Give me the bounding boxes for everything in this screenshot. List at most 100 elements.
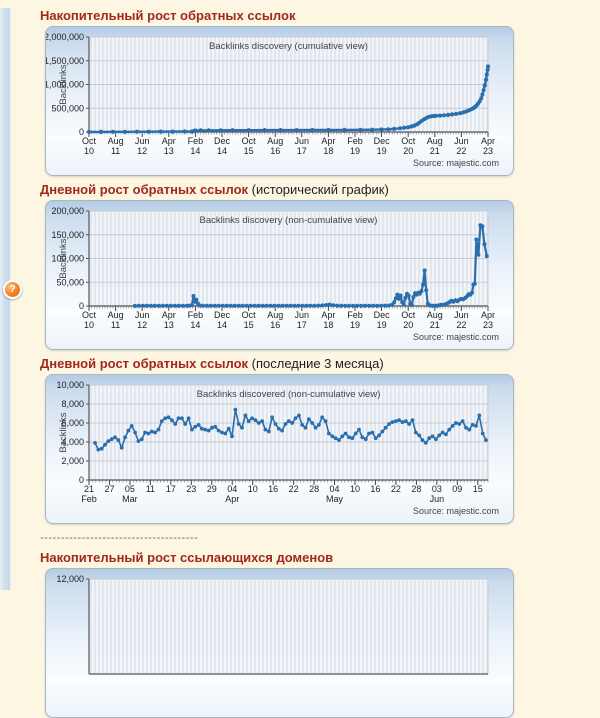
svg-text:Backlinks: Backlinks <box>58 64 69 104</box>
svg-text:Aug: Aug <box>427 136 443 146</box>
svg-text:Source: majestic.com: Source: majestic.com <box>413 506 499 516</box>
svg-text:Jun: Jun <box>454 136 469 146</box>
question-mark-glyph: ? <box>9 284 16 295</box>
svg-text:Dec: Dec <box>374 310 391 320</box>
svg-text:Apr: Apr <box>481 136 495 146</box>
svg-text:14: 14 <box>190 146 200 156</box>
svg-text:20: 20 <box>403 146 413 156</box>
svg-text:13: 13 <box>164 320 174 330</box>
svg-text:Source: majestic.com: Source: majestic.com <box>413 158 499 168</box>
svg-text:Backlinks discovery (non-cumul: Backlinks discovery (non-cumulative view… <box>200 215 378 226</box>
svg-text:18: 18 <box>323 320 333 330</box>
svg-text:1,500,000: 1,500,000 <box>46 56 84 66</box>
svg-text:17: 17 <box>297 146 307 156</box>
svg-text:15: 15 <box>244 320 254 330</box>
svg-text:10,000: 10,000 <box>56 380 84 390</box>
svg-text:Apr: Apr <box>162 310 176 320</box>
svg-text:Jun: Jun <box>430 494 445 504</box>
svg-text:Oct: Oct <box>401 136 416 146</box>
chart-panel-referring-domains: 12,000 <box>45 568 514 718</box>
svg-text:Feb: Feb <box>188 310 204 320</box>
svg-text:21: 21 <box>84 484 94 494</box>
svg-text:Jun: Jun <box>295 136 310 146</box>
svg-text:0: 0 <box>79 475 84 485</box>
svg-text:16: 16 <box>268 484 278 494</box>
svg-text:Dec: Dec <box>214 136 231 146</box>
section-heading-daily-backlinks-recent: Дневной рост обратных ссылок (последние … <box>40 356 384 371</box>
svg-text:Aug: Aug <box>267 310 283 320</box>
svg-text:17: 17 <box>166 484 176 494</box>
svg-text:150,000: 150,000 <box>51 230 84 240</box>
svg-text:11: 11 <box>111 320 120 330</box>
dashed-separator: -------------------------------------- <box>40 532 199 544</box>
svg-text:500,000: 500,000 <box>51 103 84 113</box>
svg-text:100,000: 100,000 <box>51 254 84 264</box>
svg-text:0: 0 <box>79 127 84 137</box>
svg-text:Source: majestic.com: Source: majestic.com <box>413 332 499 342</box>
svg-text:15: 15 <box>473 484 483 494</box>
svg-text:09: 09 <box>452 484 462 494</box>
svg-text:Feb: Feb <box>81 494 97 504</box>
svg-text:14: 14 <box>190 320 200 330</box>
svg-text:21: 21 <box>430 146 440 156</box>
svg-text:17: 17 <box>297 320 307 330</box>
svg-text:Backlinks discovered (non-cumu: Backlinks discovered (non-cumulative vie… <box>197 389 381 400</box>
section-heading-cumulative-backlinks: Накопительный рост обратных ссылок <box>40 8 296 23</box>
svg-text:Oct: Oct <box>242 136 257 146</box>
svg-text:14: 14 <box>217 320 227 330</box>
svg-text:2,000,000: 2,000,000 <box>46 32 84 42</box>
svg-text:04: 04 <box>227 484 237 494</box>
daily-backlinks-historical-chart: 050,000100,000150,000200,000Oct10Aug11Ju… <box>51 206 499 342</box>
section-heading-referring-domains: Накопительный рост ссылающихся доменов <box>40 550 334 565</box>
svg-text:19: 19 <box>350 320 360 330</box>
chart-panel-daily-backlinks-recent: 0 2,000 4,000 6,000 8,000 10,000 21 Feb 27 05 Mar 1… <box>45 374 514 524</box>
svg-text:22: 22 <box>289 484 299 494</box>
svg-text:22: 22 <box>456 320 466 330</box>
svg-text:10: 10 <box>350 484 360 494</box>
svg-text:13: 13 <box>164 146 174 156</box>
svg-text:19: 19 <box>377 320 387 330</box>
svg-text:Feb: Feb <box>347 310 363 320</box>
svg-text:22: 22 <box>456 146 466 156</box>
svg-text:27: 27 <box>104 484 114 494</box>
svg-text:Backlinks: Backlinks <box>58 238 69 278</box>
svg-text:16: 16 <box>370 484 380 494</box>
svg-text:20: 20 <box>403 320 413 330</box>
svg-text:10: 10 <box>248 484 258 494</box>
svg-text:Aug: Aug <box>108 310 124 320</box>
help-icon[interactable]: ? <box>3 280 22 299</box>
svg-text:05: 05 <box>125 484 135 494</box>
svg-text:21: 21 <box>430 320 440 330</box>
svg-text:10: 10 <box>84 320 94 330</box>
svg-text:16: 16 <box>270 146 280 156</box>
svg-text:Oct: Oct <box>82 136 97 146</box>
svg-text:12: 12 <box>137 320 147 330</box>
svg-text:Oct: Oct <box>242 310 257 320</box>
svg-text:Apr: Apr <box>162 136 176 146</box>
svg-text:03: 03 <box>432 484 442 494</box>
svg-text:22: 22 <box>391 484 401 494</box>
svg-text:Aug: Aug <box>427 310 443 320</box>
svg-text:23: 23 <box>186 484 196 494</box>
svg-text:1,000,000: 1,000,000 <box>46 80 84 90</box>
svg-text:4,000: 4,000 <box>61 437 84 447</box>
svg-text:12,000: 12,000 <box>56 574 84 584</box>
svg-text:14: 14 <box>217 146 227 156</box>
svg-text:04: 04 <box>330 484 340 494</box>
svg-text:Jun: Jun <box>135 310 150 320</box>
svg-text:Backlinks: Backlinks <box>58 412 69 452</box>
svg-text:18: 18 <box>323 146 333 156</box>
svg-text:Jun: Jun <box>454 310 469 320</box>
svg-text:19: 19 <box>350 146 360 156</box>
svg-text:6,000: 6,000 <box>61 418 84 428</box>
svg-text:Dec: Dec <box>374 136 391 146</box>
svg-text:Apr: Apr <box>321 136 335 146</box>
svg-text:Oct: Oct <box>401 310 416 320</box>
svg-text:0: 0 <box>79 301 84 311</box>
svg-text:Apr: Apr <box>481 310 495 320</box>
svg-text:10: 10 <box>84 146 94 156</box>
svg-text:11: 11 <box>146 484 155 494</box>
svg-text:23: 23 <box>483 146 493 156</box>
svg-text:Backlinks discovery (cumulativ: Backlinks discovery (cumulative view) <box>209 41 368 52</box>
